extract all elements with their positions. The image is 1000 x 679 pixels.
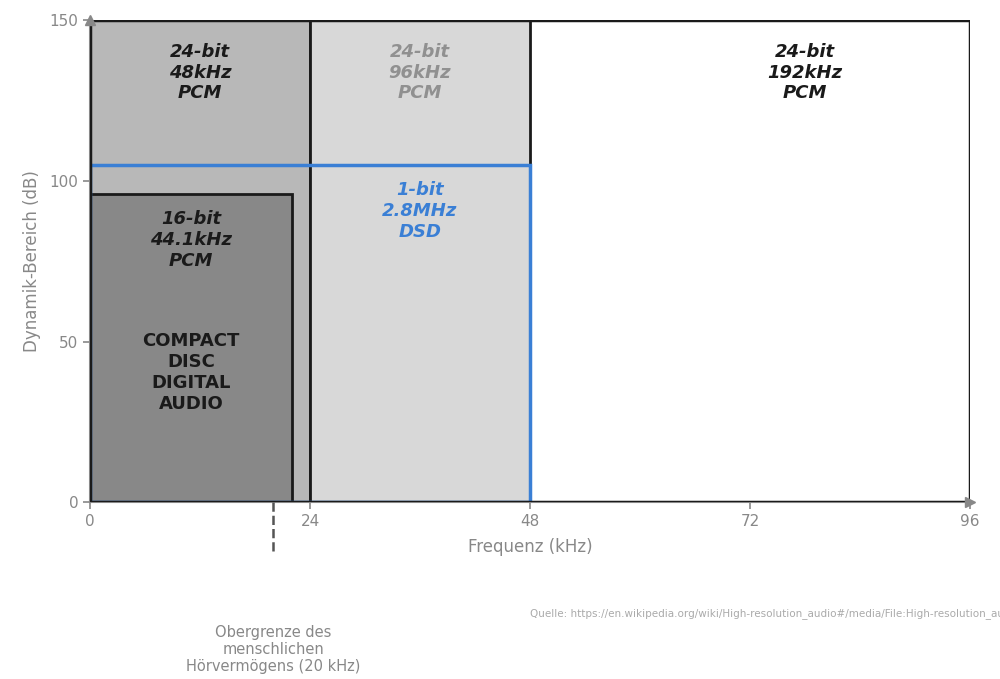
Text: 24-bit
48kHz
PCM: 24-bit 48kHz PCM: [169, 43, 231, 103]
Y-axis label: Dynamik-Bereich (dB): Dynamik-Bereich (dB): [23, 170, 41, 352]
Bar: [90, 165, 530, 502]
Text: COMPACT
DISC
DIGITAL
AUDIO: COMPACT DISC DIGITAL AUDIO: [142, 332, 240, 413]
Text: 24-bit
192kHz
PCM: 24-bit 192kHz PCM: [767, 43, 843, 103]
Text: Obergrenze des
menschlichen
Hörvermögens (20 kHz): Obergrenze des menschlichen Hörvermögens…: [186, 625, 361, 674]
Text: Quelle: https://en.wikipedia.org/wiki/High-resolution_audio#/media/File:High-res: Quelle: https://en.wikipedia.org/wiki/Hi…: [530, 608, 1000, 619]
Bar: [310, 20, 530, 502]
Text: 1-bit
2.8MHz
DSD: 1-bit 2.8MHz DSD: [382, 181, 458, 240]
Bar: [90, 20, 310, 502]
Bar: [90, 194, 292, 502]
Text: 24-bit
96kHz
PCM: 24-bit 96kHz PCM: [389, 43, 451, 103]
X-axis label: Frequenz (kHz): Frequenz (kHz): [468, 538, 592, 555]
Text: 16-bit
44.1kHz
PCM: 16-bit 44.1kHz PCM: [150, 210, 232, 270]
